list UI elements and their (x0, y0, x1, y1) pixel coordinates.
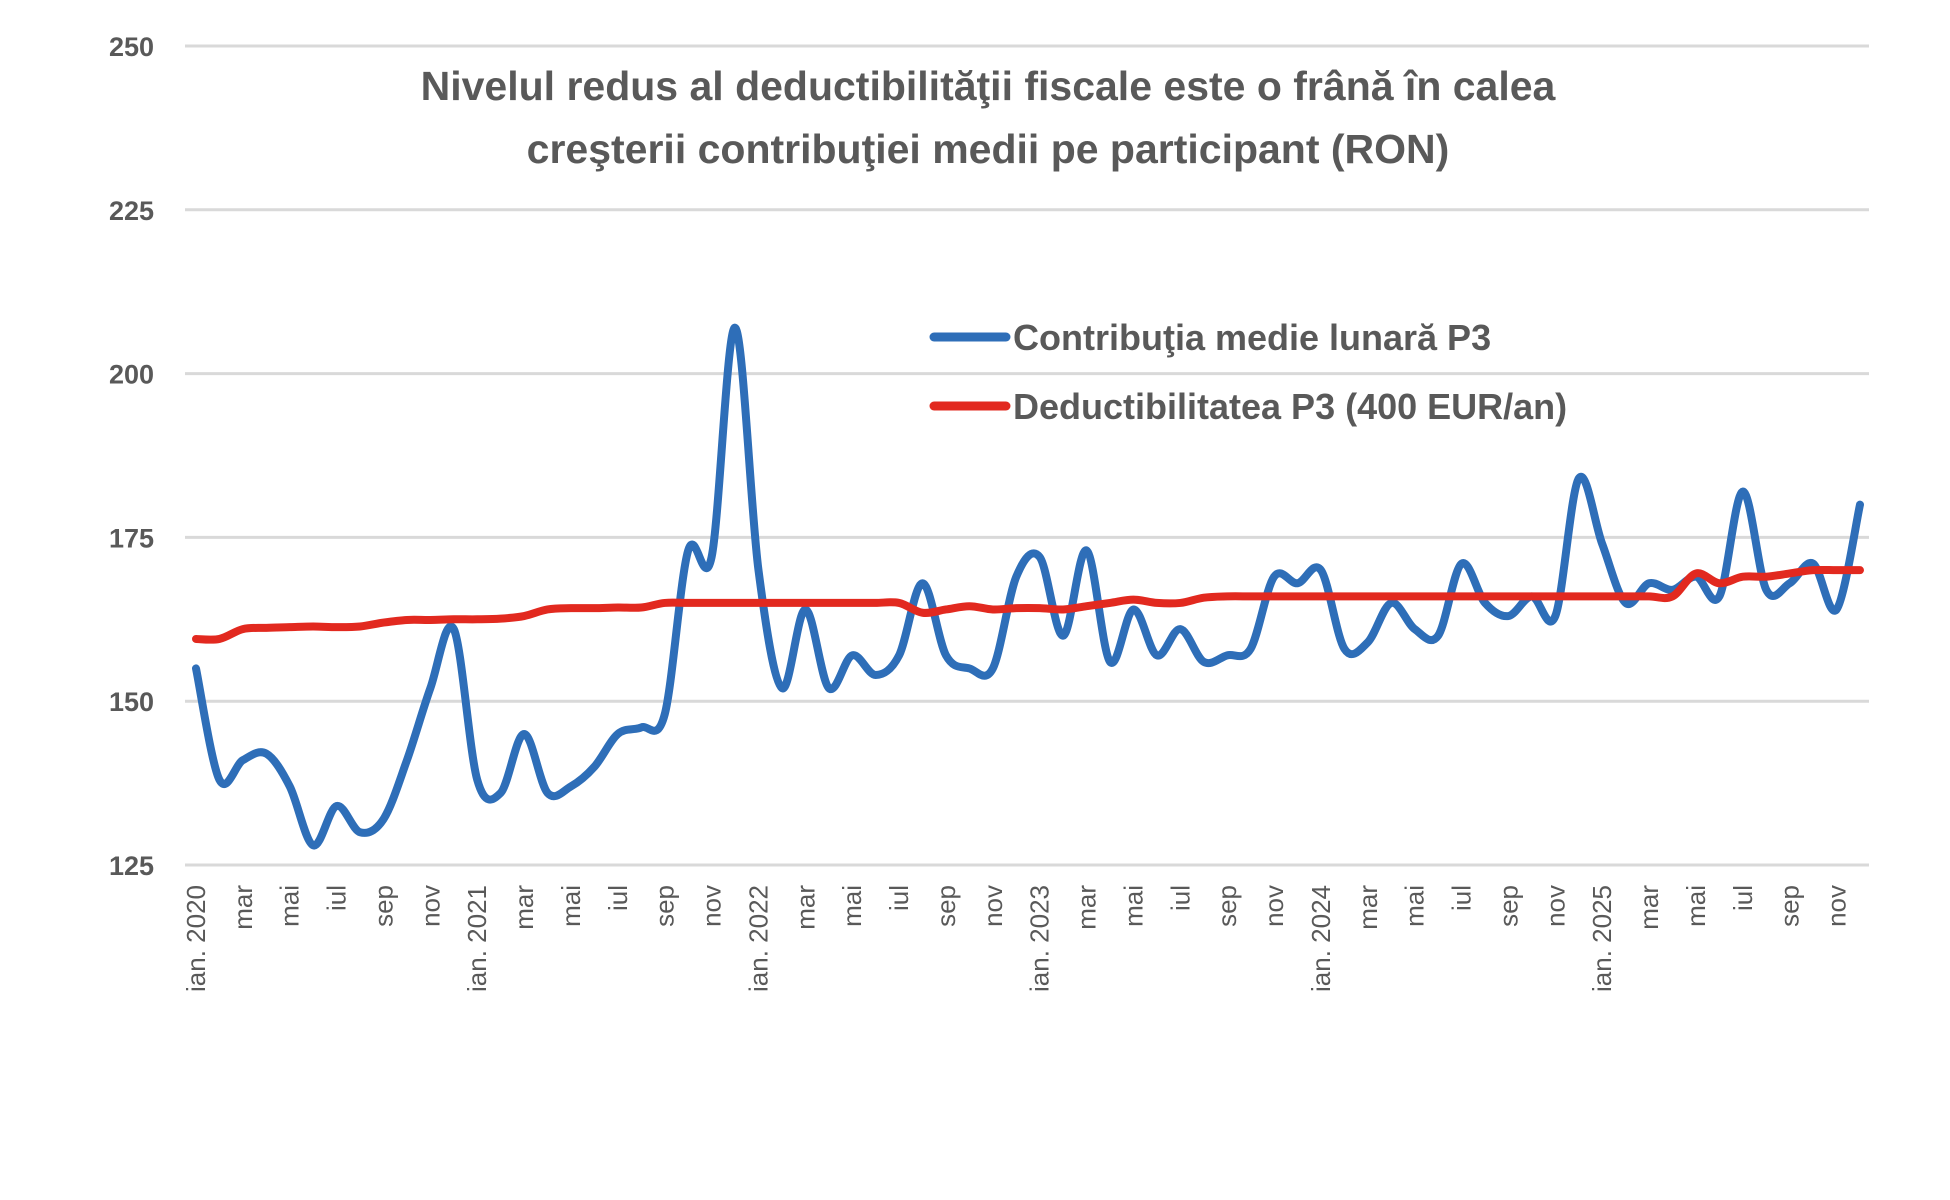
x-tick-label: nov (1822, 885, 1852, 927)
x-tick-label: ian. 2021 (462, 885, 492, 992)
x-tick-label: mai (837, 885, 867, 927)
chart-title-line-1: Nivelul redus al deductibilităţii fiscal… (421, 63, 1557, 109)
x-tick-label: sep (368, 885, 398, 927)
x-tick-label: mai (1118, 885, 1148, 927)
x-tick-label: nov (1259, 885, 1289, 927)
x-tick-label: iul (322, 885, 352, 911)
x-tick-label: sep (1775, 885, 1805, 927)
x-tick-label: sep (1212, 885, 1242, 927)
x-tick-label: sep (650, 885, 680, 927)
series-points-1 (195, 570, 1861, 640)
chart-title-line-2: creşterii contribuţiei medii pe particip… (527, 126, 1450, 172)
series-line-1 (192, 565, 1864, 644)
y-axis-tick-labels: 125 150 175 200 225 250 (109, 32, 154, 881)
x-tick-label: nov (1540, 885, 1570, 927)
x-tick-label: mar (1353, 885, 1383, 930)
series-lines (192, 323, 1864, 850)
x-tick-label: mai (556, 885, 586, 927)
x-tick-label: iul (1447, 885, 1477, 911)
y-tick-label: 200 (109, 360, 154, 390)
x-tick-label: mar (1072, 885, 1102, 930)
x-tick-label: mai (1681, 885, 1711, 927)
x-tick-label: mar (228, 885, 258, 930)
x-tick-label: nov (978, 885, 1008, 927)
x-tick-label: nov (415, 885, 445, 927)
y-tick-label: 250 (109, 32, 154, 62)
x-tick-label: mar (509, 885, 539, 930)
x-tick-label: ian. 2020 (181, 885, 211, 992)
y-tick-label: 175 (109, 523, 154, 553)
x-tick-label: ian. 2024 (1306, 885, 1336, 992)
x-tick-label: mai (275, 885, 305, 927)
x-tick-label: mar (1634, 885, 1664, 930)
x-axis-tick-labels: ian. 2020 mar mai iul sep nov ian. 2021 mar mai i… (181, 885, 1852, 992)
x-tick-label: iul (1728, 885, 1758, 911)
x-tick-label: nov (697, 885, 727, 927)
x-tick-label: iul (884, 885, 914, 911)
x-tick-label: ian. 2022 (743, 885, 773, 992)
x-tick-label: ian. 2025 (1587, 885, 1617, 992)
x-tick-label: mar (790, 885, 820, 930)
x-tick-label: sep (931, 885, 961, 927)
x-tick-label: iul (603, 885, 633, 911)
x-tick-label: ian. 2023 (1025, 885, 1055, 992)
legend-label-contributia: Contribuţia medie lunară P3 (1013, 317, 1491, 358)
y-tick-label: 125 (109, 851, 154, 881)
x-tick-label: mai (1400, 885, 1430, 927)
x-tick-label: iul (1165, 885, 1195, 911)
legend: Contribuţia medie lunară P3 Deductibilit… (929, 317, 1567, 427)
y-tick-label: 150 (109, 687, 154, 717)
y-tick-label: 225 (109, 196, 154, 226)
x-tick-label: sep (1493, 885, 1523, 927)
legend-label-deductibilitatea: Deductibilitatea P3 (400 EUR/an) (1013, 386, 1567, 427)
